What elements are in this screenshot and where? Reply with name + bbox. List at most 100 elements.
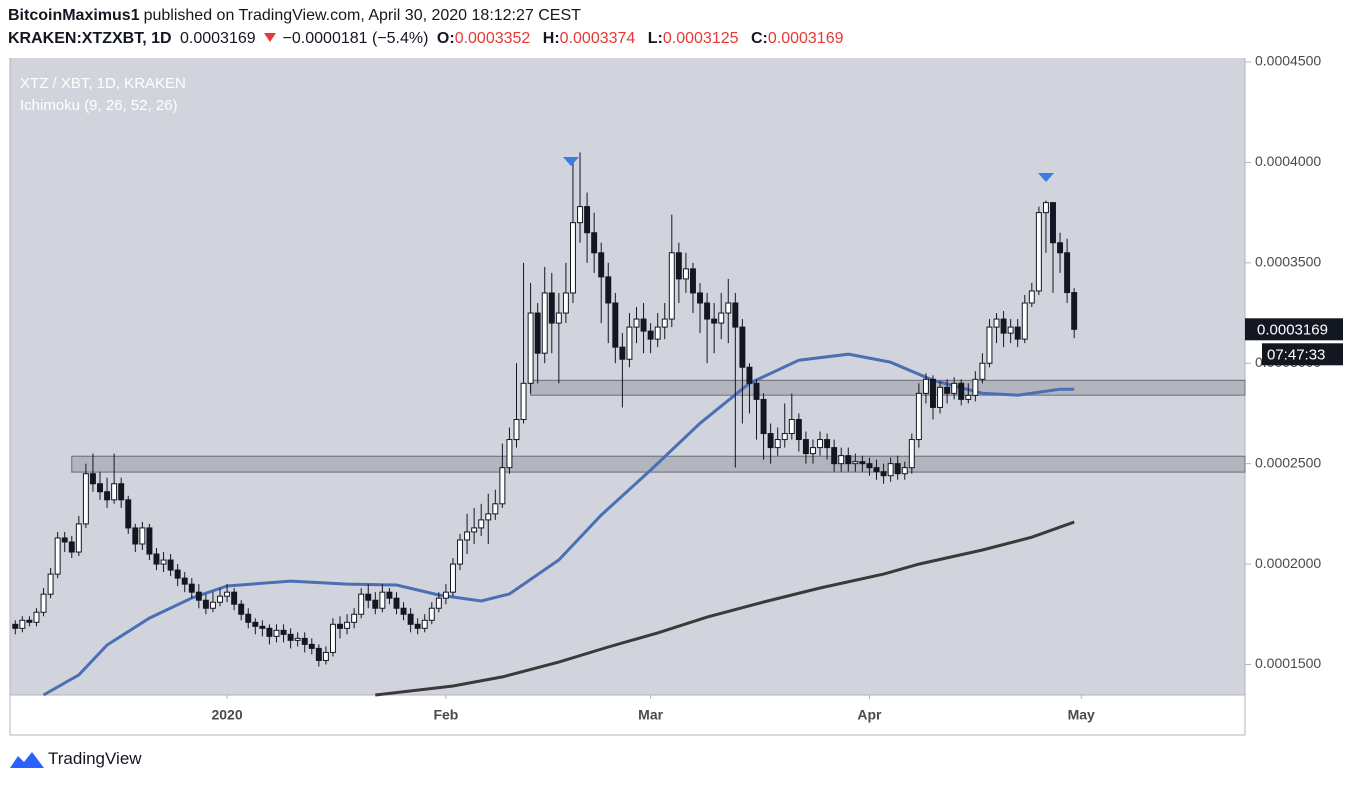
- candle-body: [859, 461, 866, 465]
- candle-body: [1028, 290, 1035, 304]
- candle-body: [1007, 326, 1014, 334]
- candle-body: [993, 318, 1000, 328]
- candle-body: [937, 386, 944, 408]
- candle-body: [372, 599, 379, 609]
- candle-body: [908, 439, 915, 469]
- candle-body: [972, 378, 979, 396]
- candle-body: [781, 433, 788, 441]
- candle-body: [153, 553, 160, 565]
- countdown: 07:47:33: [1267, 346, 1325, 363]
- candle-body: [40, 593, 47, 613]
- candle-body: [414, 623, 421, 629]
- footer-logo: [10, 752, 44, 768]
- candle-body: [499, 467, 506, 505]
- candle-body: [725, 302, 732, 314]
- candle-body: [767, 433, 774, 449]
- candle-body: [697, 292, 704, 304]
- candle-body: [287, 633, 294, 641]
- plot-background: [10, 58, 1245, 695]
- candle-body: [82, 473, 89, 525]
- candle-body: [89, 473, 96, 485]
- candle-body: [259, 625, 266, 629]
- y-tick-label: 0.0003500: [1255, 254, 1321, 270]
- ohlc-label: O:: [436, 30, 455, 47]
- candle-body: [19, 619, 26, 629]
- candle-body: [605, 276, 612, 304]
- candle-body: [930, 378, 936, 408]
- ohlc-value: 0.0003352: [454, 30, 531, 47]
- candle-body: [979, 362, 986, 380]
- candle-body: [280, 629, 287, 635]
- candle-body: [598, 252, 605, 278]
- candle-body: [506, 439, 513, 469]
- candle-body: [704, 302, 711, 320]
- candle-body: [209, 601, 216, 609]
- candle-body: [647, 330, 654, 340]
- ohlc-label: C:: [750, 30, 768, 47]
- candle-body: [329, 623, 336, 653]
- candle-body: [513, 418, 520, 441]
- y-tick-label: 0.0002000: [1255, 555, 1321, 571]
- candle-body: [231, 591, 238, 605]
- candle-body: [824, 439, 831, 449]
- indicator-label: Ichimoku (9, 26, 52, 26): [20, 97, 178, 114]
- support-zone: [530, 379, 1246, 396]
- candle-body: [344, 621, 351, 629]
- candle-body: [753, 382, 760, 400]
- candle-body: [478, 519, 485, 529]
- candle-body: [471, 527, 478, 533]
- candle-body: [457, 539, 463, 565]
- candle-body: [569, 222, 576, 294]
- candle-body: [548, 292, 555, 324]
- candle-body: [407, 613, 414, 625]
- candle-body: [1042, 202, 1049, 214]
- candle-body: [294, 637, 301, 641]
- candle-body: [492, 503, 499, 515]
- candle-body: [315, 647, 322, 661]
- x-tick-label: Apr: [857, 707, 882, 723]
- candle-body: [887, 463, 894, 477]
- header-line-1: BitcoinMaximus1 published on TradingView.…: [8, 7, 585, 25]
- candle-body: [266, 627, 273, 637]
- candle-body: [795, 418, 802, 441]
- x-tick-label: May: [1068, 707, 1095, 723]
- candle-body: [1071, 292, 1078, 330]
- candle-body: [541, 292, 548, 354]
- candle-body: [1014, 326, 1021, 340]
- candle-body: [195, 591, 202, 601]
- candle-body: [873, 467, 880, 473]
- candle-body: [125, 499, 132, 529]
- candle-body: [26, 619, 33, 623]
- candle-body: [718, 312, 725, 324]
- candle-body: [527, 312, 534, 384]
- candle-body: [146, 527, 153, 555]
- candle-body: [555, 312, 562, 324]
- candle-body: [562, 292, 569, 314]
- candle-body: [965, 394, 972, 400]
- top-marker: [563, 157, 579, 166]
- header-line-2: KRAKEN:XTZXBT, 1D 0.0003169 −0.0000181 (…: [8, 30, 852, 48]
- candle-body: [61, 537, 68, 543]
- candle-body: [351, 613, 358, 623]
- candle-body: [33, 611, 40, 623]
- candle-body: [951, 382, 958, 394]
- chart-title: XTZ / XBT, 1D, KRAKEN: [20, 75, 186, 92]
- candle-body: [534, 312, 541, 354]
- candle-body: [711, 318, 718, 324]
- candle-body: [160, 559, 167, 565]
- countdown-box: [1262, 343, 1343, 366]
- candle-body: [739, 326, 746, 368]
- ohlc-label: H:: [542, 30, 560, 47]
- x-tick-label: Feb: [433, 707, 458, 723]
- candle-body: [852, 461, 859, 465]
- candle-body: [682, 268, 689, 280]
- candle-body: [661, 318, 668, 328]
- candle-body: [612, 302, 619, 348]
- ohlc-value: 0.0003125: [662, 30, 739, 47]
- candle-body: [252, 621, 259, 627]
- candle-body: [958, 382, 965, 400]
- candle-body: [732, 302, 739, 328]
- candle-body: [12, 623, 19, 629]
- ohlc-value: 0.0003169: [767, 30, 844, 47]
